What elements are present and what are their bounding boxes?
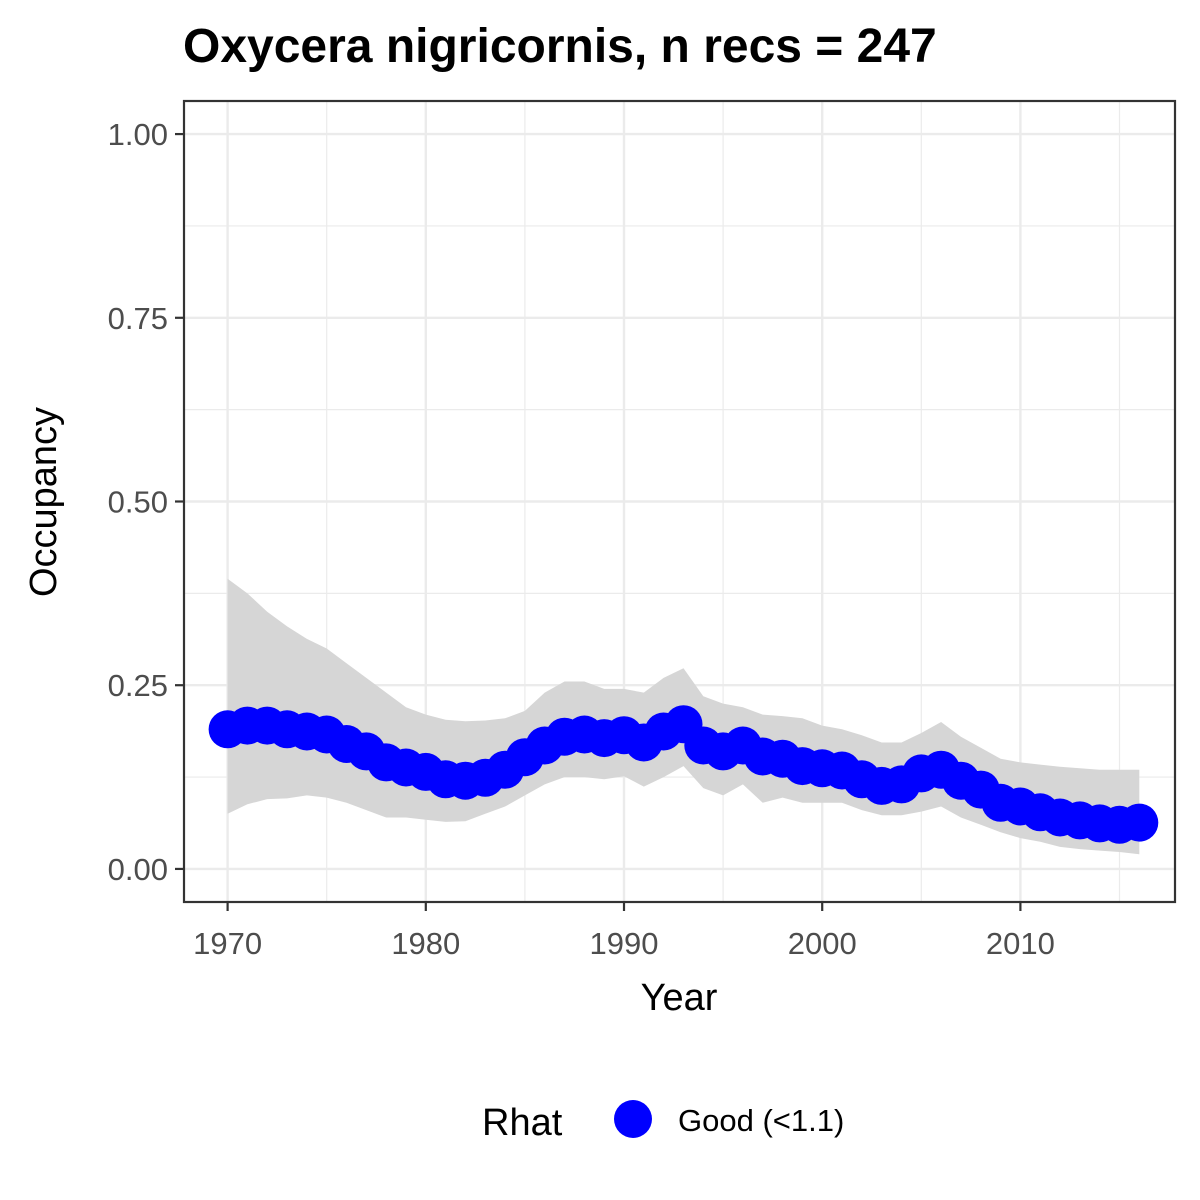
y-axis-title: Occupancy	[23, 407, 65, 597]
legend: Rhat Good (<1.1)	[482, 1100, 844, 1144]
chart-title: Oxycera nigricornis, n recs = 247	[183, 20, 937, 73]
x-tick-label: 1990	[590, 926, 659, 961]
y-tick-label: 0.25	[108, 668, 168, 703]
y-axis: 0.00 0.25 0.50 0.75 1.00	[108, 117, 184, 887]
legend-title: Rhat	[482, 1102, 563, 1144]
x-tick-label: 1970	[193, 926, 262, 961]
legend-label-good: Good (<1.1)	[678, 1103, 844, 1138]
legend-key-good	[614, 1100, 652, 1138]
data-point	[1120, 803, 1159, 842]
plot-panel	[182, 99, 1177, 904]
y-tick-label: 1.00	[108, 117, 168, 152]
data-points	[208, 705, 1159, 844]
y-tick-label: 0.00	[108, 852, 168, 887]
x-axis-title: Year	[641, 977, 718, 1019]
x-tick-label: 2000	[788, 926, 857, 961]
y-tick-label: 0.75	[108, 301, 168, 336]
y-tick-label: 0.50	[108, 485, 168, 520]
x-tick-label: 2010	[986, 926, 1055, 961]
x-tick-label: 1980	[391, 926, 460, 961]
x-axis: 1970 1980 1990 2000 2010	[193, 902, 1055, 961]
